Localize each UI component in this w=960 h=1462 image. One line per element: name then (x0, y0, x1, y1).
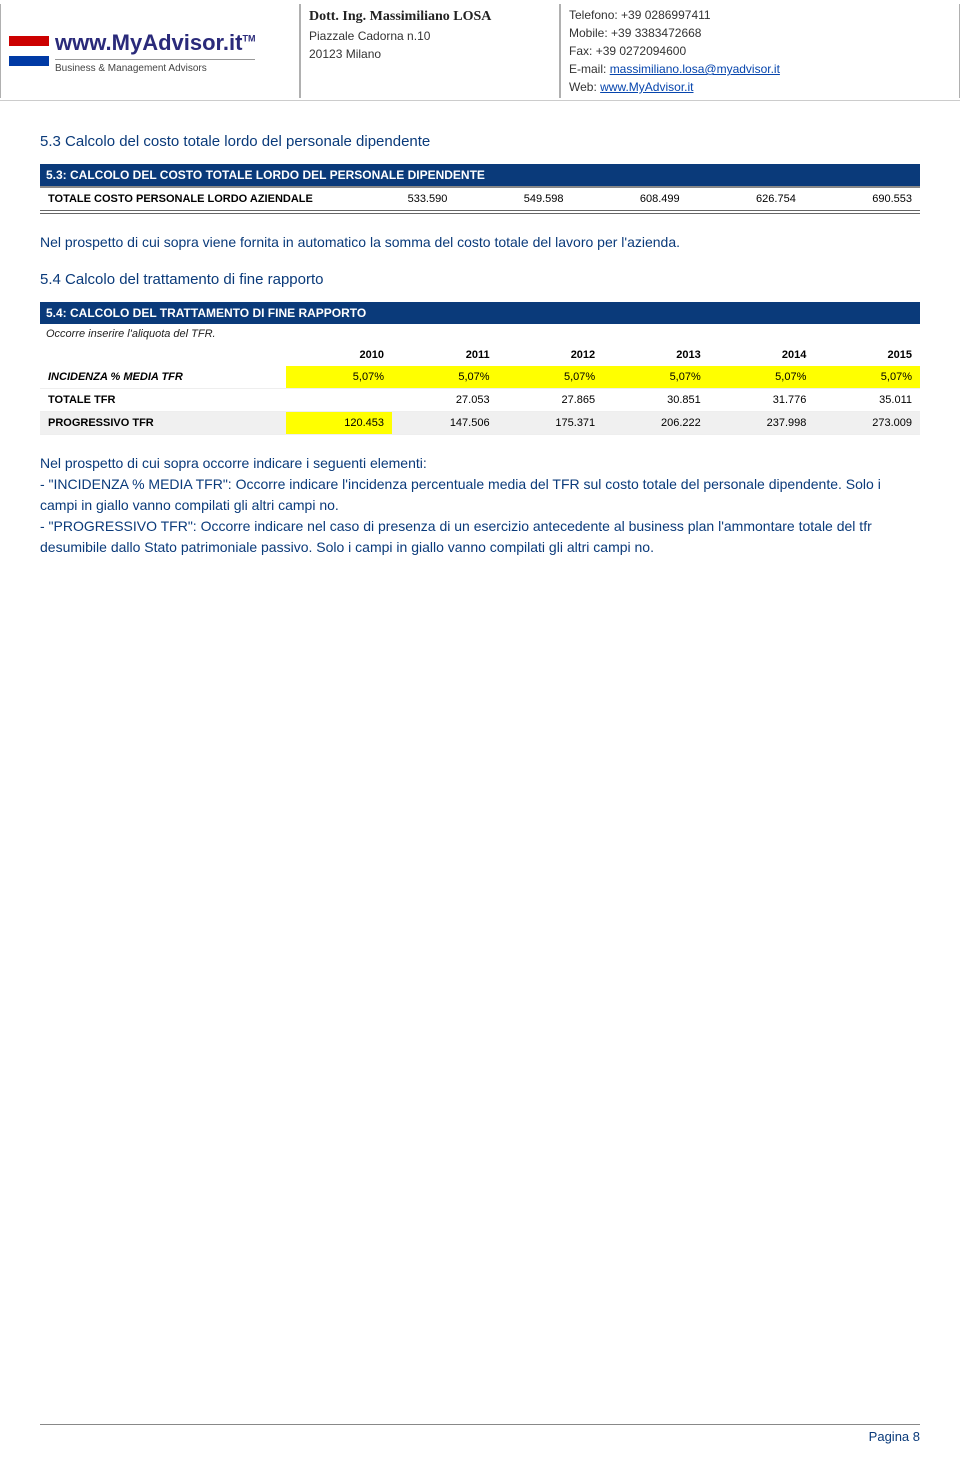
totale-label: TOTALE TFR (40, 389, 286, 412)
val-1: 533.590 (339, 187, 455, 212)
page-header: www.MyAdvisor.itTM Business & Management… (0, 0, 960, 101)
incidenza-3: 5,07% (498, 366, 604, 389)
logo-url: www.MyAdvisor.it (55, 30, 242, 55)
table-54: 2010 2011 2012 2013 2014 2015 INCIDENZA … (40, 344, 920, 435)
prog-6: 273.009 (814, 412, 920, 435)
phone-label: Telefono: (569, 8, 618, 22)
section-54-para2: - "INCIDENZA % MEDIA TFR": Occorre indic… (40, 474, 920, 516)
mobile-label: Mobile: (569, 26, 608, 40)
email-link[interactable]: massimiliano.losa@myadvisor.it (610, 62, 780, 76)
section-54-subnote: Occorre inserire l'aliquota del TFR. (40, 324, 920, 344)
row-totale-tfr: TOTALE TFR 27.053 27.865 30.851 31.776 3… (40, 389, 920, 412)
prog-1: 120.453 (286, 412, 392, 435)
prog-5: 237.998 (709, 412, 815, 435)
logo-tagline: Business & Management Advisors (55, 59, 255, 76)
page-content: 5.3 Calcolo del costo totale lordo del p… (0, 101, 960, 558)
year-4: 2013 (603, 344, 709, 366)
contact-block: Telefono: +39 0286997411 Mobile: +39 338… (560, 4, 960, 98)
trademark: TM (242, 34, 255, 44)
author-name: Dott. Ing. Massimiliano LOSA (309, 6, 551, 27)
fax-label: Fax: (569, 44, 592, 58)
year-5: 2014 (709, 344, 815, 366)
flag-icon (9, 36, 49, 66)
logo-text: www.MyAdvisor.itTM (55, 26, 255, 59)
address-block: Dott. Ing. Massimiliano LOSA Piazzale Ca… (300, 4, 560, 98)
table-53: TOTALE COSTO PERSONALE LORDO AZIENDALE 5… (40, 186, 920, 214)
incidenza-6: 5,07% (814, 366, 920, 389)
val-3: 608.499 (572, 187, 688, 212)
totale-3: 27.865 (498, 389, 604, 412)
fax-value: +39 0272094600 (596, 44, 686, 58)
row-label: TOTALE COSTO PERSONALE LORDO AZIENDALE (40, 187, 339, 212)
year-2: 2011 (392, 344, 498, 366)
incidenza-label: INCIDENZA % MEDIA TFR (40, 366, 286, 389)
val-4: 626.754 (688, 187, 804, 212)
logo-block: www.MyAdvisor.itTM Business & Management… (0, 4, 300, 98)
address-line2: 20123 Milano (309, 45, 551, 63)
totale-5: 31.776 (709, 389, 815, 412)
year-3: 2012 (498, 344, 604, 366)
section-54-bar: 5.4: CALCOLO DEL TRATTAMENTO DI FINE RAP… (40, 302, 920, 324)
year-1: 2010 (286, 344, 392, 366)
prog-4: 206.222 (603, 412, 709, 435)
totale-2: 27.053 (392, 389, 498, 412)
table-53-total-row: TOTALE COSTO PERSONALE LORDO AZIENDALE 5… (40, 187, 920, 212)
totale-4: 30.851 (603, 389, 709, 412)
section-54-para3: - "PROGRESSIVO TFR": Occorre indicare ne… (40, 516, 920, 558)
section-54-title: 5.4 Calcolo del trattamento di fine rapp… (40, 271, 920, 288)
section-53-title: 5.3 Calcolo del costo totale lordo del p… (40, 133, 920, 150)
prog-label: PROGRESSIVO TFR (40, 412, 286, 435)
prog-3: 175.371 (498, 412, 604, 435)
address-line1: Piazzale Cadorna n.10 (309, 27, 551, 45)
web-label: Web: (569, 80, 597, 94)
incidenza-4: 5,07% (603, 366, 709, 389)
incidenza-1: 5,07% (286, 366, 392, 389)
web-link[interactable]: www.MyAdvisor.it (600, 80, 693, 94)
incidenza-5: 5,07% (709, 366, 815, 389)
incidenza-2: 5,07% (392, 366, 498, 389)
table-54-header-row: 2010 2011 2012 2013 2014 2015 (40, 344, 920, 366)
year-6: 2015 (814, 344, 920, 366)
phone-value: +39 0286997411 (621, 8, 711, 22)
section-54-para1: Nel prospetto di cui sopra occorre indic… (40, 453, 920, 474)
page-footer: Pagina 8 (40, 1424, 920, 1444)
val-2: 549.598 (455, 187, 571, 212)
totale-6: 35.011 (814, 389, 920, 412)
section-53-bar: 5.3: CALCOLO DEL COSTO TOTALE LORDO DEL … (40, 164, 920, 186)
totale-1 (286, 389, 392, 412)
val-5: 690.553 (804, 187, 920, 212)
email-label: E-mail: (569, 62, 606, 76)
row-progressivo-tfr: PROGRESSIVO TFR 120.453 147.506 175.371 … (40, 412, 920, 435)
section-53-para: Nel prospetto di cui sopra viene fornita… (40, 232, 920, 253)
page-number: Pagina 8 (869, 1429, 920, 1444)
prog-2: 147.506 (392, 412, 498, 435)
row-incidenza: INCIDENZA % MEDIA TFR 5,07% 5,07% 5,07% … (40, 366, 920, 389)
mobile-value: +39 3383472668 (611, 26, 701, 40)
